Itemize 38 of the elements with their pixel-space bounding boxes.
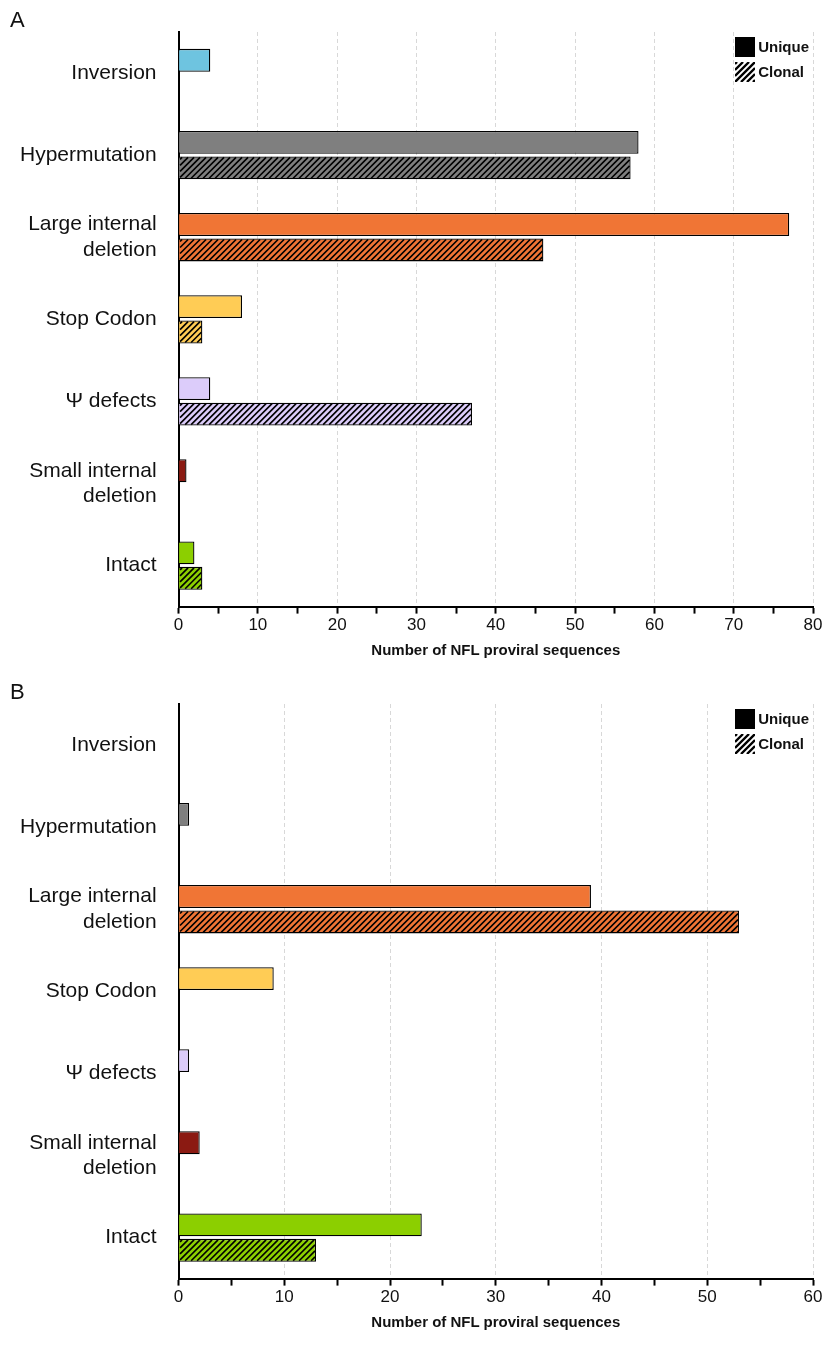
x-tick-label: 60 bbox=[803, 1287, 823, 1307]
x-tick-label: 20 bbox=[327, 615, 347, 635]
y-tick-label: Hypermutation bbox=[20, 141, 157, 165]
y-tick-label: Large internal deletion bbox=[28, 211, 157, 260]
text: Unique bbox=[758, 37, 809, 57]
x-tick-label: 30 bbox=[486, 1287, 506, 1307]
y-tick-label: Small internal deletion bbox=[29, 457, 157, 506]
y-tick-label: Large internal deletion bbox=[28, 883, 157, 932]
x-tick-label: 0 bbox=[173, 1287, 184, 1307]
x-tick-label: 40 bbox=[486, 615, 506, 635]
y-tick-label: Intact bbox=[105, 1224, 157, 1248]
y-tick-label: Intact bbox=[105, 552, 157, 576]
x-tick-label: 0 bbox=[173, 615, 184, 635]
x-axis-title: Number of NFL proviral sequences bbox=[371, 641, 621, 659]
x-tick-label: 70 bbox=[724, 615, 744, 635]
x-tick-label: 30 bbox=[407, 615, 426, 635]
x-tick-label: 50 bbox=[565, 615, 585, 635]
y-tick-label: Ψ defects bbox=[65, 1060, 157, 1084]
chart-title: A bbox=[10, 7, 25, 33]
x-tick-label: 20 bbox=[380, 1287, 400, 1307]
text: Clonal bbox=[758, 734, 804, 754]
x-tick-label: 50 bbox=[697, 1287, 717, 1307]
y-tick-label: Inversion bbox=[71, 731, 157, 755]
y-tick-label: Small internal deletion bbox=[29, 1129, 157, 1178]
y-tick-label: Hypermutation bbox=[20, 813, 157, 837]
text: Unique bbox=[758, 709, 809, 729]
x-tick-label: 10 bbox=[274, 1287, 294, 1307]
x-tick-label: 40 bbox=[592, 1287, 611, 1307]
y-tick-label: Ψ defects bbox=[65, 388, 157, 412]
y-tick-label: Inversion bbox=[71, 59, 157, 83]
x-axis-title: Number of NFL proviral sequences bbox=[371, 1313, 621, 1331]
x-tick-label: 10 bbox=[248, 615, 268, 635]
x-tick-label: 60 bbox=[644, 615, 664, 635]
y-tick-label: Stop Codon bbox=[45, 978, 157, 1002]
x-tick-label: 80 bbox=[803, 615, 823, 635]
chart-title: B bbox=[10, 679, 25, 705]
text: Clonal bbox=[758, 62, 804, 82]
y-tick-label: Stop Codon bbox=[45, 306, 157, 330]
